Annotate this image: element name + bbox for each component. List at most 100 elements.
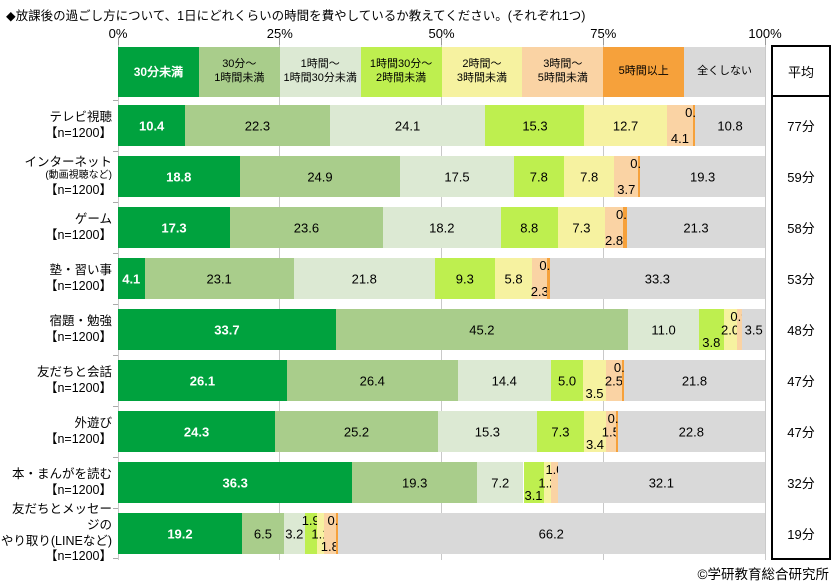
bar-segment — [241, 513, 284, 554]
axis-notch — [113, 406, 118, 407]
x-tick-label: 0% — [108, 26, 128, 41]
bar-segment — [477, 462, 524, 503]
legend-item: 1時間30分～ 2時間未満 — [360, 47, 442, 97]
footer-credit: ©学研教育総合研究所 — [697, 567, 829, 582]
bar-row: 19.26.53.21.91.11.80.366.2 — [113, 508, 765, 559]
bar-segment — [316, 513, 324, 554]
bar-value-label: 4.1 — [670, 131, 689, 146]
bar-value-label: 3.2 — [285, 526, 304, 541]
stacked-bar: 36.3 19.3 7.2 3.1 1.2 1.0 32.1 — [118, 462, 765, 503]
bar-value-label: 22.3 — [244, 118, 271, 133]
bar-value-label: 3.1 — [524, 488, 543, 503]
plot-area: 30分未満 30分～ 1時間未満 1時間～ 1時間30分未満 1時間30分～ 2時間未満 2時… — [113, 38, 766, 560]
bar-value-label: 3.7 — [617, 182, 636, 197]
bar-value-label: 66.2 — [538, 526, 564, 541]
axis-tick — [279, 38, 281, 45]
row-n-label: 【n=1200】 — [44, 125, 112, 140]
bar-segment — [563, 156, 615, 197]
bar-value-label: 19.3 — [402, 475, 428, 490]
bar-value-label: 2.0 — [721, 322, 740, 337]
bar-value-label: 17.5 — [444, 169, 470, 184]
bar-value-label: 2.8 — [605, 233, 624, 248]
axis-notch — [113, 558, 118, 559]
bar-value-label: 3.8 — [702, 335, 721, 350]
bar-segment — [500, 207, 558, 248]
bar-segment — [434, 258, 495, 299]
bar-segment — [557, 462, 765, 503]
bar-value-label: 3.4 — [585, 437, 605, 452]
row-label: 友だちと会話 【n=1200】 — [0, 355, 112, 406]
bar-value-label: 26.4 — [359, 373, 385, 388]
bar-segment — [437, 411, 537, 452]
bar-value-label: 6.5 — [253, 526, 272, 541]
bar-segment — [457, 360, 551, 401]
bar-segment — [283, 513, 305, 554]
legend: 30分未満 30分～ 1時間未満 1時間～ 1時間30分未満 1時間30分～ 2時間未満 2時… — [118, 47, 765, 97]
bar-segment — [605, 207, 624, 248]
row-n-label: 【n=1200】 — [44, 380, 112, 395]
bar-value-label: 18.8 — [166, 169, 192, 184]
bar-value-label: 14.4 — [491, 373, 517, 388]
row-label-sub: (動画視聴など) — [45, 170, 112, 182]
legend-item: 2時間～ 3時間未満 — [441, 47, 523, 97]
bar-value-label: 1.9 — [301, 513, 320, 528]
gridline — [764, 45, 766, 560]
bar-segment — [695, 105, 765, 146]
legend-label: 30分～ — [222, 58, 257, 71]
row-label: テレビ視聴 【n=1200】 — [0, 100, 112, 151]
average-value: 48分 — [787, 323, 815, 338]
axis-notch — [113, 304, 118, 305]
average-value: 59分 — [787, 170, 815, 185]
bar-segment — [230, 207, 383, 248]
legend-label: 3時間未満 — [456, 72, 507, 84]
bar-segment — [549, 258, 765, 299]
legend-label: 1時間～ — [300, 58, 340, 71]
bar-segment — [614, 156, 639, 197]
bar-segment — [736, 309, 743, 350]
average-value: 19分 — [787, 527, 815, 542]
bar-segment — [513, 156, 564, 197]
row-label-line: ゲーム — [74, 211, 112, 226]
bar-row: 17.3 23.6 18.2 8.8 7.3 2.8 0.6 21.3 — [113, 202, 765, 253]
bar-value-label: 1.8 — [320, 539, 339, 554]
axis-tick — [441, 38, 442, 45]
bar-value-label: 33.3 — [644, 271, 671, 286]
bar-segment — [640, 156, 765, 197]
bar-segment — [382, 207, 501, 248]
bar-segment — [144, 258, 294, 299]
row-label-line: 友だちとメッセージの — [11, 502, 112, 532]
bar-segment — [304, 513, 317, 554]
legend-label: 2時間未満 — [376, 72, 427, 84]
bar-value-label: 23.6 — [293, 220, 320, 235]
axis-tick — [117, 38, 119, 45]
axis-notch — [113, 457, 118, 458]
bar-segment — [638, 156, 641, 197]
row-label-line: 友だちと会話 — [36, 364, 112, 379]
stacked-bar: 19.26.53.21.91.11.80.366.2 — [118, 513, 765, 554]
row-label: インターネット (動画視聴など) 【n=1200】 — [0, 151, 112, 202]
row-n-label: 【n=1200】 — [44, 329, 112, 344]
row-n-label: 【n=1200】 — [44, 227, 112, 242]
legend-item: 1時間～ 1時間30分未満 — [279, 47, 361, 97]
legend-item: 全くしない — [684, 47, 765, 97]
bar-value-label: 36.3 — [222, 475, 248, 490]
bar-value-label: 19.2 — [167, 526, 193, 541]
row-n-label: 【n=1200】 — [44, 549, 112, 564]
bar-value-label: 7.8 — [529, 169, 548, 184]
bar-value-label: 8.8 — [520, 220, 539, 235]
bar-segment — [352, 462, 477, 503]
bar-segment — [185, 105, 330, 146]
bar-value-label: 23.1 — [206, 271, 232, 286]
bar-value-label: 7.8 — [580, 169, 599, 184]
bar-segment — [557, 207, 606, 248]
bar-value-label: 7.3 — [572, 220, 591, 235]
legend-label: 5時間以上 — [618, 65, 669, 78]
bar-segment — [118, 156, 240, 197]
bar-segment — [485, 105, 585, 146]
bar-value-label: 25.2 — [343, 424, 370, 439]
legend-item: 30分未満 — [118, 47, 199, 97]
stacked-bar: 10.422.324.115.312.74.10.310.8 — [118, 105, 765, 146]
bar-segment — [627, 309, 700, 350]
bar-value-label: 12.7 — [612, 118, 639, 133]
